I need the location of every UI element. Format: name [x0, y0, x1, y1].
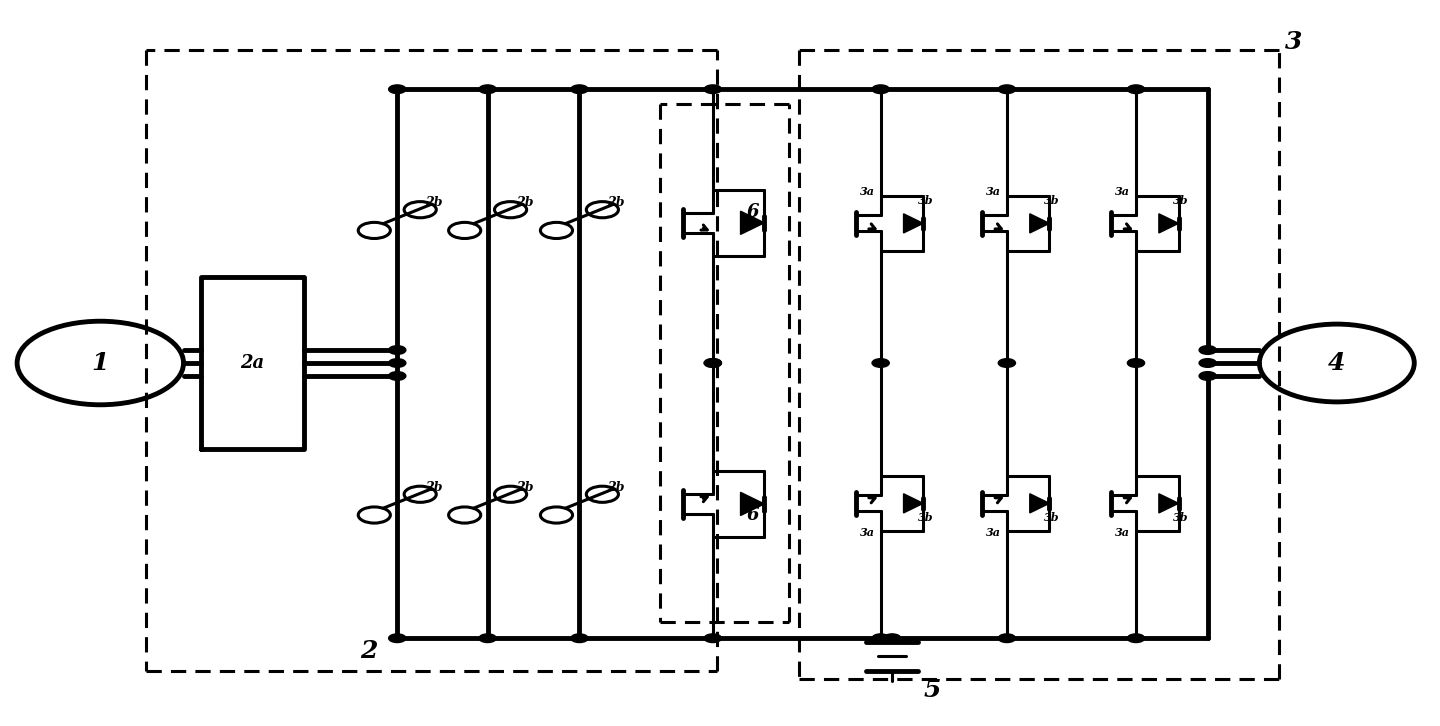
- Circle shape: [1200, 346, 1217, 354]
- Circle shape: [1128, 85, 1145, 94]
- Circle shape: [1200, 372, 1217, 380]
- Circle shape: [704, 85, 721, 94]
- Circle shape: [873, 359, 890, 367]
- Circle shape: [884, 634, 901, 643]
- Circle shape: [480, 634, 497, 643]
- Circle shape: [389, 359, 406, 367]
- Text: 6: 6: [747, 203, 759, 221]
- Polygon shape: [903, 213, 923, 233]
- Circle shape: [873, 85, 890, 94]
- Circle shape: [1200, 359, 1217, 367]
- Text: 4: 4: [1328, 351, 1345, 375]
- Circle shape: [570, 85, 588, 94]
- Circle shape: [389, 346, 406, 354]
- Text: 2b: 2b: [516, 196, 533, 209]
- Circle shape: [873, 634, 890, 643]
- Circle shape: [389, 634, 406, 643]
- Text: 2b: 2b: [608, 481, 625, 494]
- Circle shape: [389, 85, 406, 94]
- Text: 2b: 2b: [608, 196, 625, 209]
- Text: 3a: 3a: [1115, 187, 1130, 197]
- Polygon shape: [1030, 213, 1050, 233]
- Text: 2b: 2b: [425, 196, 442, 209]
- Text: 5: 5: [923, 678, 940, 702]
- Polygon shape: [903, 494, 923, 513]
- Text: 3b: 3b: [917, 195, 933, 205]
- Circle shape: [389, 372, 406, 380]
- Circle shape: [998, 634, 1015, 643]
- Text: 3: 3: [1284, 30, 1302, 54]
- Circle shape: [998, 85, 1015, 94]
- Text: 3b: 3b: [1174, 195, 1188, 205]
- Text: 3a: 3a: [986, 526, 1001, 537]
- Circle shape: [480, 85, 497, 94]
- Text: 3b: 3b: [917, 512, 933, 523]
- Text: 2b: 2b: [425, 481, 442, 494]
- Circle shape: [570, 634, 588, 643]
- Text: 3a: 3a: [860, 526, 874, 537]
- Text: 3a: 3a: [1115, 526, 1130, 537]
- Text: 3a: 3a: [860, 187, 874, 197]
- Polygon shape: [1159, 213, 1178, 233]
- Text: 3a: 3a: [986, 187, 1001, 197]
- Text: 2a: 2a: [240, 354, 265, 372]
- Text: 3b: 3b: [1044, 512, 1060, 523]
- Text: 6: 6: [747, 506, 759, 524]
- Text: 3b: 3b: [1044, 195, 1060, 205]
- Circle shape: [998, 359, 1015, 367]
- Circle shape: [1128, 634, 1145, 643]
- Polygon shape: [740, 211, 765, 234]
- Text: 1: 1: [92, 351, 109, 375]
- Text: 2b: 2b: [516, 481, 533, 494]
- Text: 2: 2: [360, 639, 377, 663]
- Circle shape: [704, 359, 721, 367]
- Polygon shape: [1159, 494, 1178, 513]
- Circle shape: [1128, 359, 1145, 367]
- Circle shape: [704, 359, 721, 367]
- Text: 3b: 3b: [1174, 512, 1188, 523]
- Polygon shape: [1030, 494, 1050, 513]
- Circle shape: [704, 634, 721, 643]
- Polygon shape: [740, 492, 765, 515]
